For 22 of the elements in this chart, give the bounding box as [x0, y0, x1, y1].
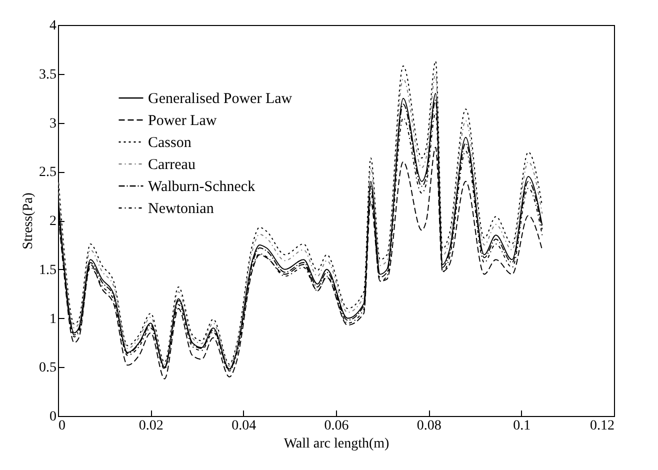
x-tick-label: 0.02 — [138, 418, 164, 434]
legend-label: Newtonian — [148, 201, 214, 217]
legend-label: Generalised Power Law — [148, 91, 292, 107]
legend-label: Carreau — [148, 157, 196, 173]
x-tick-label: 0.06 — [324, 418, 349, 434]
y-tick-label: 2 — [50, 214, 56, 229]
y-tick-label: 2.5 — [39, 165, 56, 180]
y-tick-label: 0.5 — [39, 360, 56, 376]
x-tick-label: 0.1 — [513, 418, 531, 434]
x-tick-label: 0.04 — [232, 418, 256, 434]
x-axis-title: Wall arc length(m) — [284, 436, 390, 452]
legend-label: Casson — [148, 135, 192, 151]
y-tick-label: 4 — [50, 18, 56, 34]
y-tick-label: 1 — [50, 312, 56, 327]
y-tick-label: 3 — [50, 116, 56, 132]
legend-label: Walburn-Schneck — [148, 179, 256, 195]
y-tick-label: 3.5 — [39, 67, 56, 82]
y-axis-title: Stress(Pa) — [21, 192, 36, 250]
y-tick-label: 1.5 — [39, 262, 56, 278]
legend-label: Power Law — [148, 113, 217, 129]
x-tick-label: 0.08 — [416, 418, 442, 434]
x-tick-label: 0.12 — [590, 418, 614, 434]
